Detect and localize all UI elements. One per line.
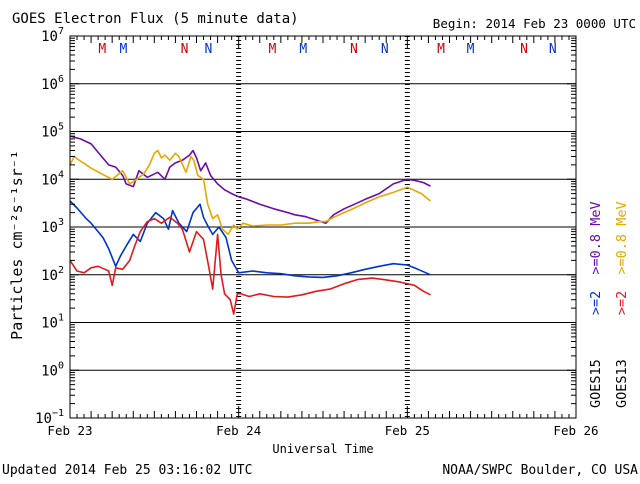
y-tick-label: 106 <box>41 74 64 93</box>
legend-column-goes15: GOES15 >=2 >=0.8 MeV <box>588 201 604 408</box>
y-tick-label: 101 <box>41 313 64 332</box>
x-axis-label: Universal Time <box>272 442 373 456</box>
x-tick-label: Feb 25 <box>385 423 430 438</box>
legend-entry: GOES15 <box>588 351 604 408</box>
series-goes13_08 <box>69 149 432 236</box>
begin-date: Begin: 2014 Feb 23 0000 UTC <box>433 16 636 31</box>
series-goes15_08 <box>69 135 431 224</box>
chart-title: GOES Electron Flux (5 minute data) <box>12 11 299 27</box>
x-tick-label: Feb 24 <box>216 423 261 438</box>
local-time-marker-M: M <box>119 42 127 57</box>
y-tick-label: 100 <box>41 360 64 379</box>
y-tick-label: 107 <box>41 26 64 45</box>
series-goes13_2 <box>69 216 431 315</box>
legend-column-goes13: GOES13 >=2 >=0.8 MeV <box>614 201 630 408</box>
local-time-marker-M: M <box>467 42 475 57</box>
legend-entry: >=2 <box>588 283 604 316</box>
series-layer <box>69 135 432 315</box>
y-tick-label: 102 <box>41 265 64 284</box>
x-tick-label: Feb 26 <box>553 423 598 438</box>
y-tick-label: 103 <box>41 217 64 236</box>
local-time-marker-N: N <box>350 42 358 57</box>
local-time-marker-N: N <box>205 42 213 57</box>
legend-entry: MeV <box>614 201 630 225</box>
legend-entry: >=0.8 <box>614 226 630 275</box>
local-time-marker-N: N <box>549 42 557 57</box>
y-tick-label: 105 <box>41 122 64 141</box>
local-time-marker-M: M <box>299 42 307 57</box>
legend-entry: MeV <box>588 201 604 225</box>
credit-text: NOAA/SWPC Boulder, CO USA <box>442 463 638 478</box>
grid-layer <box>70 36 576 418</box>
local-time-marker-N: N <box>520 42 528 57</box>
local-time-marker-M: M <box>437 42 445 57</box>
legend-entry: >=0.8 <box>588 226 604 275</box>
y-tick-label: 104 <box>41 169 64 188</box>
x-tick-label: Feb 23 <box>47 423 92 438</box>
series-goes15_2 <box>69 200 431 279</box>
y-axis-label: Particles cm⁻²s⁻¹sr⁻¹ <box>8 150 26 340</box>
legend-entry: >=2 <box>614 283 630 316</box>
local-time-marker-M: M <box>98 42 106 57</box>
updated-timestamp: Updated 2014 Feb 25 03:16:02 UTC <box>2 463 252 478</box>
local-time-marker-N: N <box>181 42 189 57</box>
legend-entry: GOES13 <box>614 351 630 408</box>
local-time-marker-M: M <box>268 42 276 57</box>
local-time-marker-N: N <box>381 42 389 57</box>
